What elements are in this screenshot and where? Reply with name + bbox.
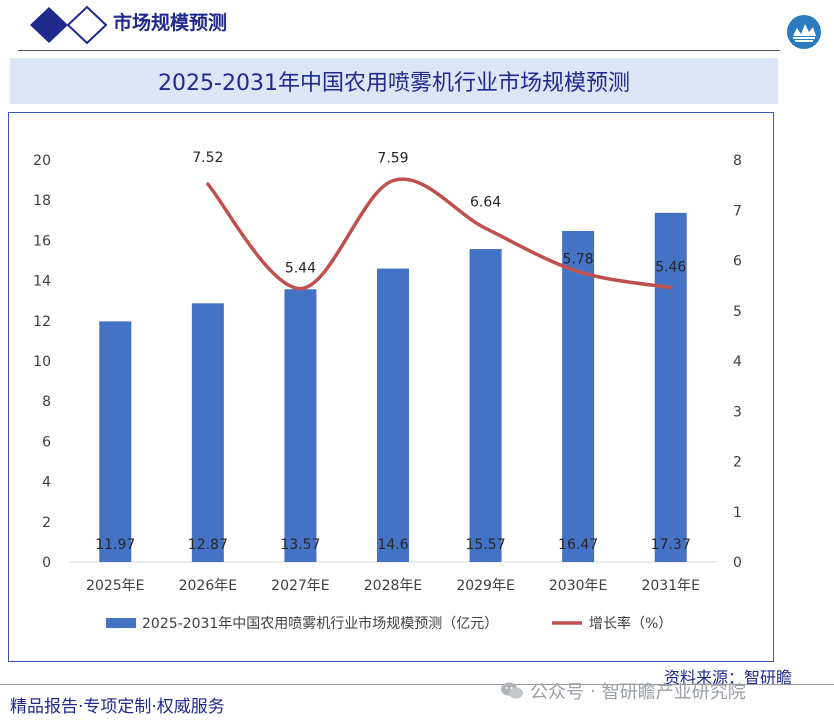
bar-value-label: 12.87 <box>188 537 228 553</box>
y-tick-label: 0 <box>42 555 51 571</box>
growth-rate-label: 6.64 <box>470 194 501 210</box>
x-tick-label: 2028年E <box>364 578 422 594</box>
growth-rate-label: 7.59 <box>377 151 408 167</box>
y2-tick-label: 7 <box>733 203 742 219</box>
y2-tick-label: 0 <box>733 555 742 571</box>
x-tick-label: 2027年E <box>271 578 329 594</box>
source-note: 资料来源：智研瞻 <box>664 668 793 687</box>
growth-rate-label: 5.46 <box>655 260 686 276</box>
chart-title: 2025-2031年中国农用喷雾机行业市场规模预测 <box>158 71 630 96</box>
watermark-account: 公众号 <box>530 682 584 703</box>
bar-value-label: 14.6 <box>377 537 408 553</box>
footer-divider <box>0 684 834 685</box>
y-tick-label: 10 <box>33 354 51 370</box>
bar-value-label: 11.97 <box>95 537 135 553</box>
x-tick-label: 2026年E <box>179 578 237 594</box>
footer-tagline: 精品报告·专项定制·权威服务 <box>10 697 225 717</box>
y-tick-label: 8 <box>42 394 51 410</box>
growth-rate-label: 7.52 <box>192 150 223 166</box>
x-tick-label: 2030年E <box>549 578 607 594</box>
bar <box>377 268 409 562</box>
watermark-org: 智研瞻产业研究院 <box>601 682 746 703</box>
y-tick-label: 20 <box>33 153 51 169</box>
y-tick-label: 12 <box>33 314 51 330</box>
bar-value-label: 13.57 <box>280 537 320 553</box>
bar <box>654 212 687 562</box>
bar <box>99 321 132 562</box>
header-divider <box>18 50 780 51</box>
y-tick-label: 18 <box>33 193 51 209</box>
watermark-dot: · <box>590 680 596 702</box>
bar <box>469 249 502 562</box>
chart-title-band: 2025-2031年中国农用喷雾机行业市场规模预测 <box>10 58 778 104</box>
y2-tick-label: 8 <box>733 153 742 169</box>
y2-tick-label: 3 <box>733 404 742 420</box>
y-tick-label: 4 <box>42 475 51 491</box>
bar <box>562 230 595 562</box>
legend-line-label: 增长率（%） <box>589 615 672 632</box>
watermark: 公众号 · 智研瞻产业研究院 <box>500 678 746 704</box>
bar-value-label: 16.47 <box>558 537 598 553</box>
growth-rate-label: 5.44 <box>285 261 316 277</box>
y-tick-label: 16 <box>33 233 51 249</box>
wechat-icon <box>501 682 523 699</box>
growth-rate-label: 5.78 <box>563 252 594 268</box>
y2-tick-label: 4 <box>733 354 742 370</box>
bar <box>284 289 317 562</box>
header-diamond-icon <box>30 5 108 45</box>
bar-value-label: 17.37 <box>651 537 691 553</box>
bar <box>191 303 224 562</box>
legend-bar-label: 2025-2031年中国农用喷雾机行业市场规模预测（亿元） <box>142 615 498 632</box>
y2-tick-label: 1 <box>733 505 742 521</box>
x-tick-label: 2031年E <box>641 578 699 594</box>
header: 市场规模预测 <box>0 0 834 56</box>
bar-value-label: 15.57 <box>466 537 506 553</box>
growth-rate-line <box>206 177 673 291</box>
legend-bar-swatch <box>106 618 136 628</box>
y2-tick-label: 2 <box>733 455 742 471</box>
x-tick-label: 2025年E <box>86 578 144 594</box>
x-tick-label: 2029年E <box>456 578 514 594</box>
y-tick-label: 2 <box>42 515 51 531</box>
y2-tick-label: 6 <box>733 254 742 270</box>
y2-tick-label: 5 <box>733 304 742 320</box>
section-title: 市场规模预测 <box>113 12 228 34</box>
y-tick-label: 14 <box>33 274 51 290</box>
y-tick-label: 6 <box>42 434 51 450</box>
chart-frame: 0 2 4 6 8 10 12 14 16 18 20 0 1 2 3 4 5 6 7 8 11.97 12.87 13.5… <box>8 112 774 662</box>
institute-logo-icon <box>787 15 821 49</box>
